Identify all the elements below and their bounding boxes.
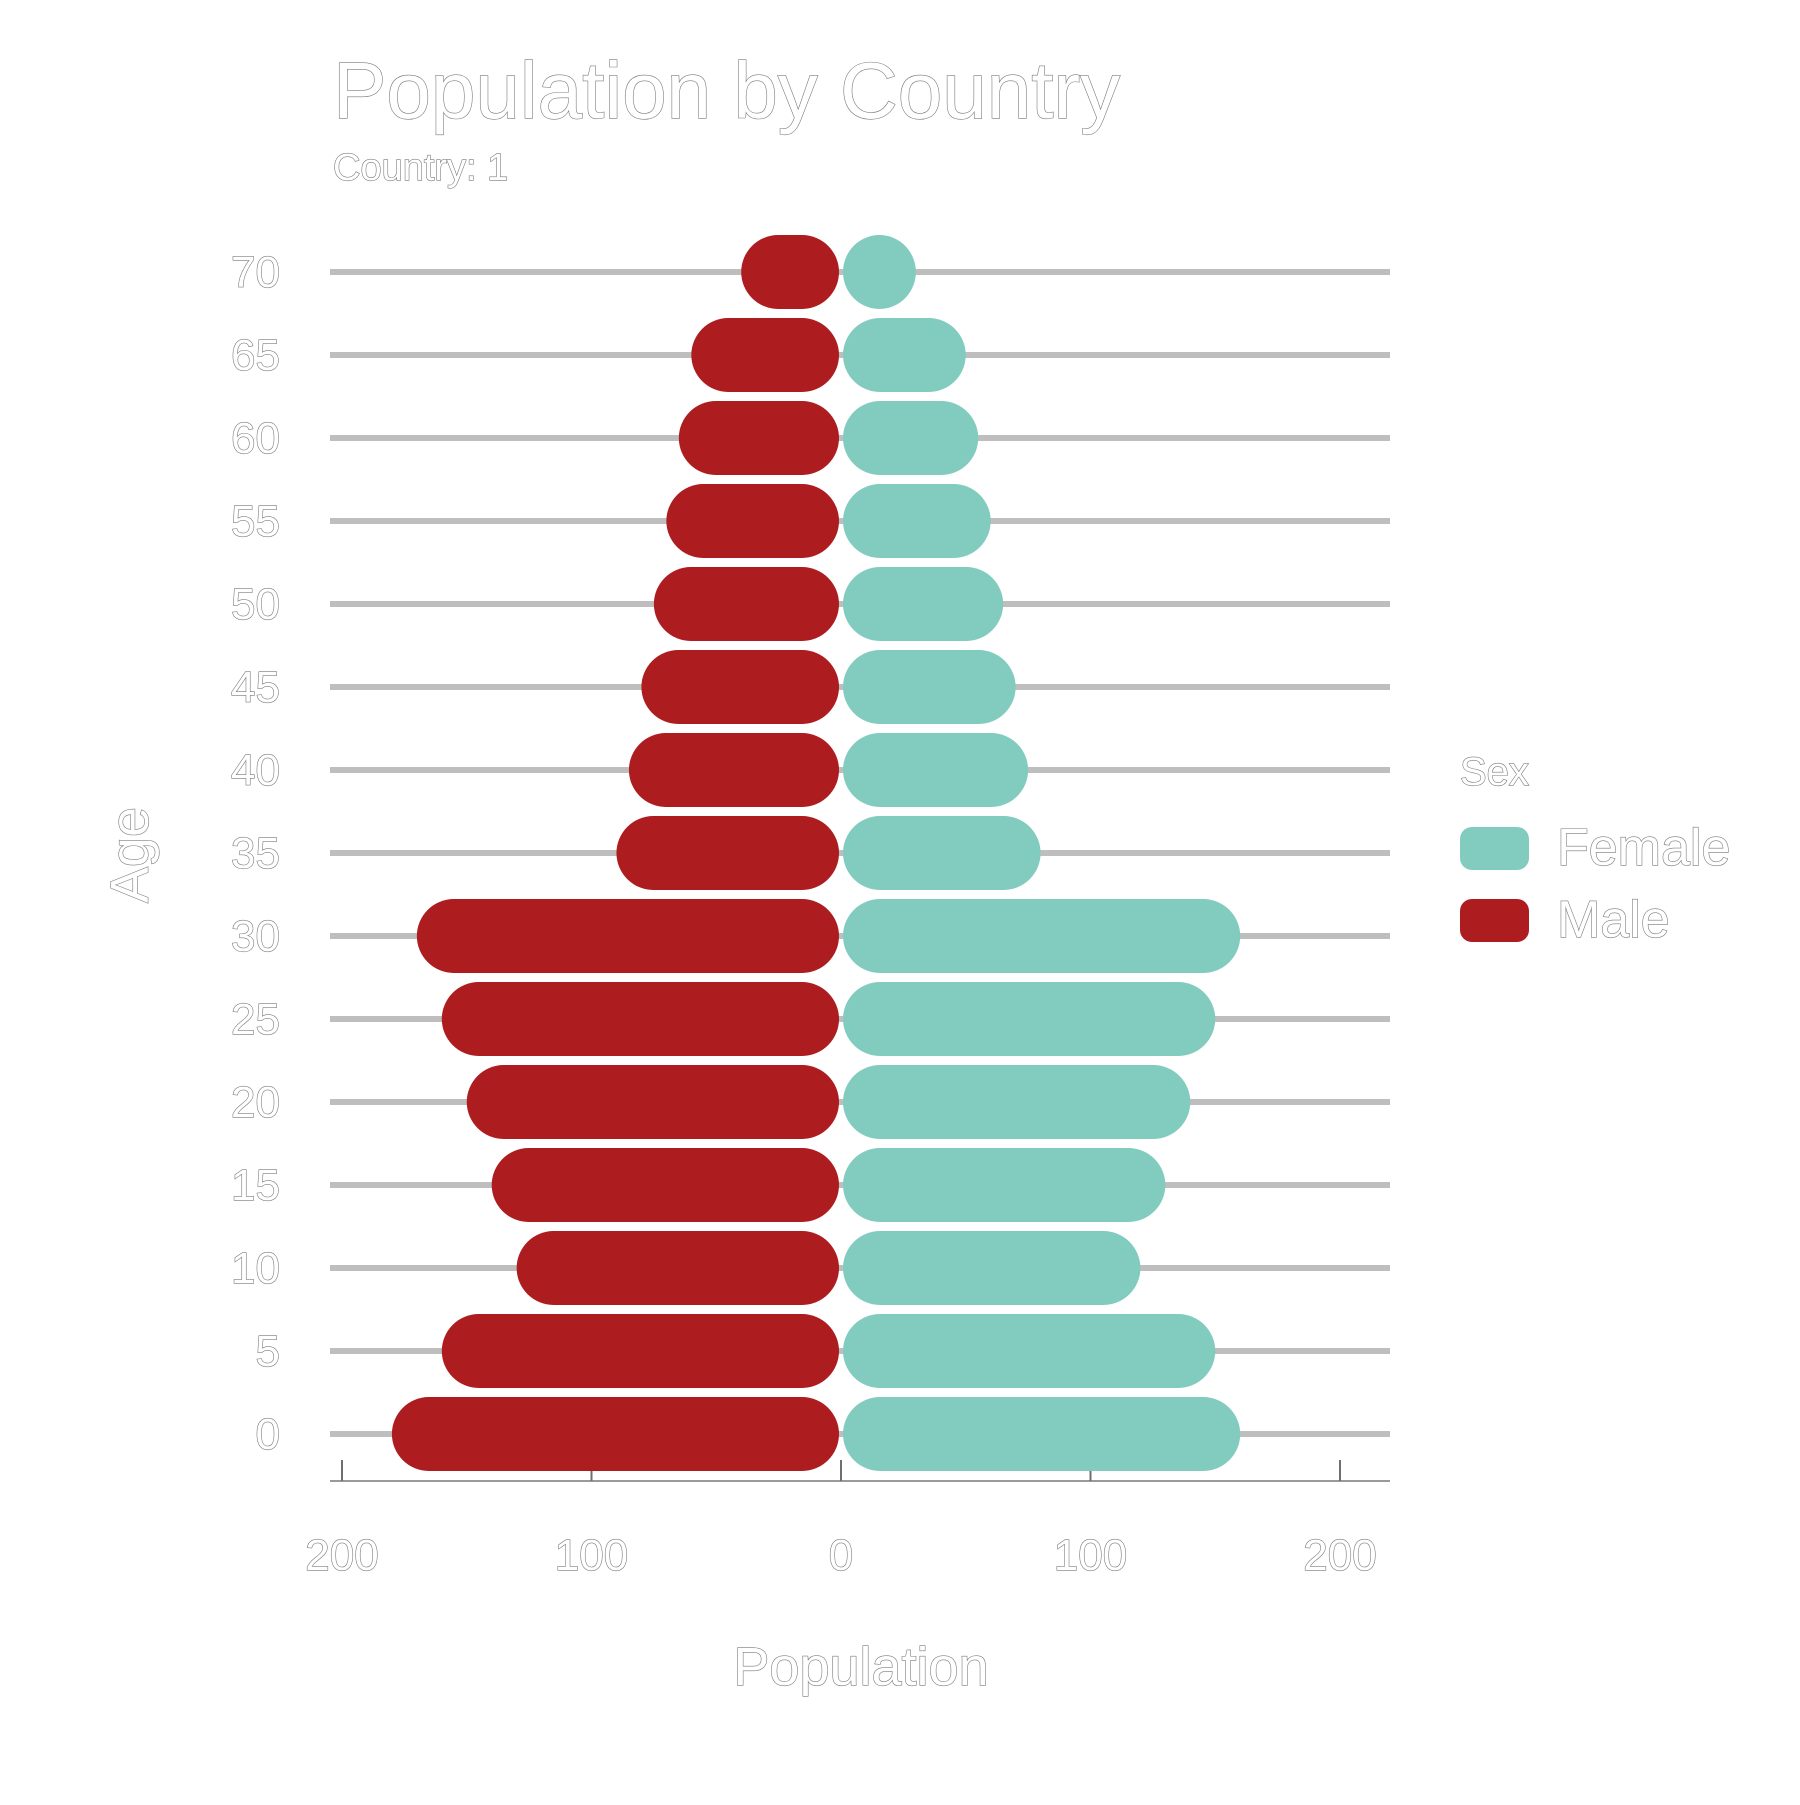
bar-male-age-25: [441, 982, 839, 1056]
y-tick-label-70: 70: [231, 248, 280, 297]
y-tick-label-50: 50: [231, 580, 280, 629]
bars: [391, 235, 1241, 1471]
legend-label-male: Male: [1557, 891, 1670, 949]
bar-female-age-30: [843, 899, 1241, 973]
legend-swatch-female: [1460, 827, 1529, 870]
y-tick-label-55: 55: [231, 497, 280, 546]
x-tick-label-0: 200: [305, 1531, 378, 1580]
y-tick-label-15: 15: [231, 1161, 280, 1210]
bar-female-age-50: [843, 567, 1004, 641]
y-tick-label-60: 60: [231, 414, 280, 463]
chart-subtitle: Country: 1: [333, 147, 508, 189]
bar-male-age-50: [653, 567, 839, 641]
bar-female-age-65: [843, 318, 966, 392]
y-tick-label-35: 35: [231, 829, 280, 878]
legend-swatch-male: [1460, 899, 1529, 942]
bar-female-age-40: [843, 733, 1029, 807]
y-axis-tick-labels: 0 5 10 15 20 25 30 35 40 45 50 55 60 65 70: [230, 247, 280, 1459]
legend-title: Sex: [1460, 750, 1529, 794]
x-tick-label-4: 200: [1303, 1531, 1376, 1580]
bar-male-age-20: [466, 1065, 839, 1139]
bar-female-age-0: [843, 1397, 1241, 1471]
x-tick-label-3: 100: [1054, 1531, 1127, 1580]
bar-male-age-10: [516, 1231, 839, 1305]
y-tick-label-20: 20: [231, 1078, 280, 1127]
bar-male-age-65: [691, 318, 839, 392]
bar-male-age-60: [678, 401, 839, 475]
bar-male-age-0: [391, 1397, 839, 1471]
bar-female-age-55: [843, 484, 991, 558]
bar-female-age-70: [843, 235, 916, 309]
bar-male-age-55: [666, 484, 839, 558]
bar-male-age-35: [616, 816, 839, 890]
bar-female-age-10: [843, 1231, 1141, 1305]
x-tick-label-2: 0: [829, 1531, 853, 1580]
bar-male-age-70: [741, 235, 839, 309]
y-axis-title: Age: [100, 807, 160, 903]
y-tick-label-0: 0: [256, 1410, 280, 1459]
bar-female-age-5: [843, 1314, 1216, 1388]
bar-male-age-30: [416, 899, 839, 973]
y-tick-label-25: 25: [231, 995, 280, 1044]
bar-female-age-60: [843, 401, 979, 475]
legend: Sex Female Male: [1459, 749, 1731, 949]
bar-female-age-35: [843, 816, 1041, 890]
y-tick-label-40: 40: [231, 746, 280, 795]
bar-male-age-45: [641, 650, 839, 724]
bar-female-age-20: [843, 1065, 1191, 1139]
bar-male-age-40: [628, 733, 839, 807]
y-tick-label-10: 10: [231, 1244, 280, 1293]
x-tick-label-1: 100: [555, 1531, 628, 1580]
bar-male-age-15: [491, 1148, 839, 1222]
bar-female-age-25: [843, 982, 1216, 1056]
x-axis-title: Population: [733, 1637, 988, 1697]
y-tick-label-30: 30: [231, 912, 280, 961]
y-tick-label-5: 5: [256, 1327, 280, 1376]
legend-label-female: Female: [1557, 819, 1730, 877]
chart-title: Population by Country: [333, 46, 1120, 135]
bar-male-age-5: [441, 1314, 839, 1388]
bar-female-age-15: [843, 1148, 1166, 1222]
y-tick-label-45: 45: [231, 663, 280, 712]
x-axis-tick-labels: 200 100 0 100 200: [305, 1530, 1378, 1580]
y-tick-label-65: 65: [231, 331, 280, 380]
bar-female-age-45: [843, 650, 1016, 724]
